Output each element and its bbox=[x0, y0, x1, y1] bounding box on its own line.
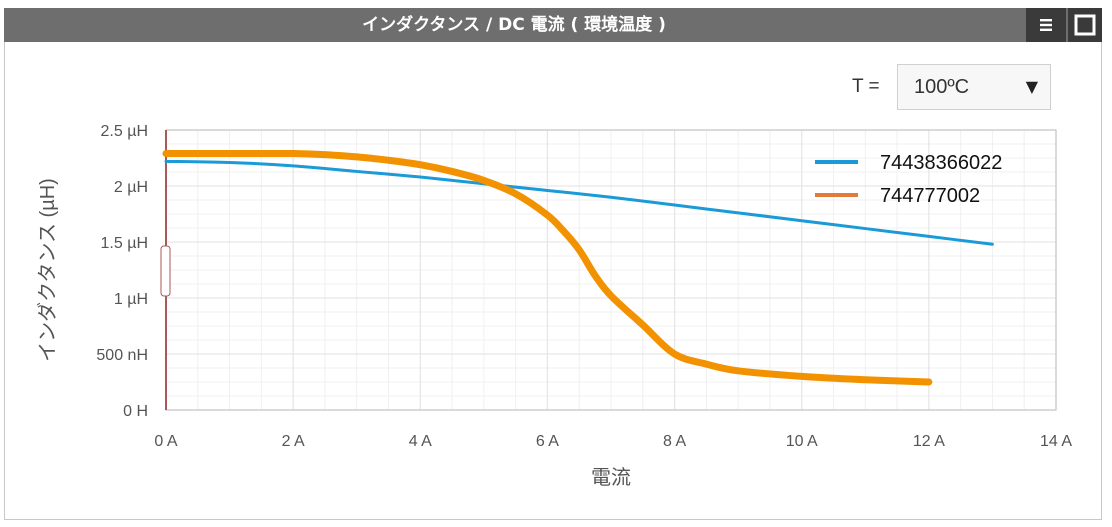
chart-title: インダクタンス / DC 電流 ( 環境温度 ) bbox=[362, 15, 666, 35]
caret-down-icon: ▼ bbox=[1025, 77, 1038, 96]
x-axis-label: 電流 bbox=[591, 466, 631, 489]
legend-label: 744777002 bbox=[880, 185, 980, 207]
series-lines bbox=[162, 149, 994, 386]
hamburger-menu-icon bbox=[1040, 19, 1052, 31]
y-axis-label: インダクタンス (µH) bbox=[36, 178, 59, 362]
temperature-label: T = bbox=[852, 76, 880, 97]
temperature-dropdown[interactable]: 100ºC ▼ bbox=[897, 64, 1051, 110]
maximize-button[interactable] bbox=[1068, 8, 1102, 42]
series-line-74438366022 bbox=[164, 159, 994, 246]
x-tick-labels: 0 A 2 A 4 A 6 A 8 A 10 A 12 A 14 A bbox=[154, 433, 1072, 450]
maximize-square-icon bbox=[1074, 14, 1096, 36]
x-tick-label: 14 A bbox=[1040, 433, 1072, 450]
x-tick-label: 10 A bbox=[786, 433, 818, 450]
menu-button[interactable] bbox=[1026, 8, 1066, 42]
legend[interactable]: 74438366022 744777002 bbox=[815, 152, 1002, 207]
y-tick-labels: 0 H 500 nH 1 µH 1.5 µH 2 µH 2.5 µH bbox=[96, 123, 148, 420]
y-tick-label: 0 H bbox=[123, 403, 148, 420]
y-tick-label: 500 nH bbox=[96, 347, 148, 364]
x-tick-label: 8 A bbox=[663, 433, 686, 450]
y-tick-label: 2 µH bbox=[114, 179, 148, 196]
series-line-744777002 bbox=[162, 149, 933, 386]
legend-label: 74438366022 bbox=[880, 152, 1002, 174]
x-tick-label: 4 A bbox=[409, 433, 432, 450]
temperature-value: 100ºC bbox=[914, 76, 970, 98]
title-bar: インダクタンス / DC 電流 ( 環境温度 ) bbox=[4, 8, 1102, 42]
y-tick-label: 1 µH bbox=[114, 291, 148, 308]
x-tick-label: 6 A bbox=[536, 433, 559, 450]
y-tick-label: 2.5 µH bbox=[101, 123, 148, 140]
y-tick-label: 1.5 µH bbox=[101, 235, 148, 252]
x-tick-label: 2 A bbox=[282, 433, 305, 450]
range-slider-handle[interactable] bbox=[160, 245, 171, 297]
x-tick-label: 12 A bbox=[913, 433, 945, 450]
x-tick-label: 0 A bbox=[154, 433, 177, 450]
